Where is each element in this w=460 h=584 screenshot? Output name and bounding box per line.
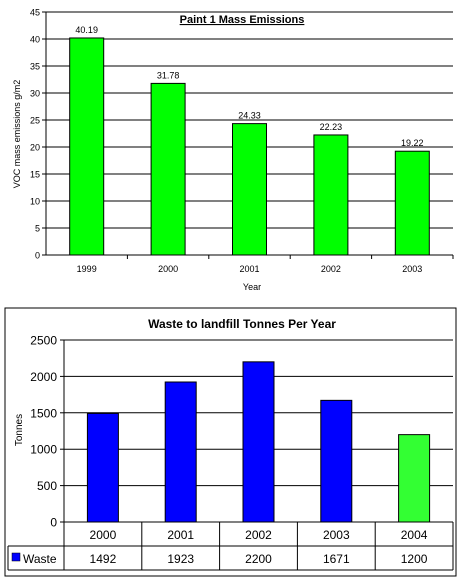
emissions-title: Paint 1 Mass Emissions — [180, 14, 305, 26]
waste-bar — [398, 434, 431, 523]
waste-table-value: 1200 — [401, 552, 428, 566]
emissions-data-label: 24.33 — [238, 111, 261, 121]
waste-y-tick-label: 2500 — [30, 334, 57, 348]
emissions-y-tick-label: 15 — [30, 170, 40, 180]
emissions-y-ticks: 0 5 10 15 20 25 30 35 40 45 — [30, 8, 46, 261]
emissions-x-tick-label: 2002 — [321, 264, 341, 274]
waste-title: Waste to landfill Tonnes Per Year — [148, 317, 336, 331]
emissions-x-ticks: 1999 2000 2001 2002 2003 — [77, 255, 454, 274]
waste-bar — [86, 412, 119, 523]
emissions-x-axis-label: Year — [243, 282, 261, 292]
waste-table-value: 1671 — [323, 552, 350, 566]
waste-table-value: 1923 — [167, 552, 194, 566]
emissions-x-tick-label: 2003 — [402, 264, 422, 274]
waste-data-table: 2000 1492 2001 1923 2002 2200 2003 1671 2004 1200… — [7, 522, 454, 571]
emissions-y-tick-label: 0 — [35, 251, 40, 261]
waste-table-value: 1492 — [90, 552, 117, 566]
waste-legend-swatch — [11, 552, 21, 562]
emissions-bars: 40.19 31.78 24.33 22.23 19.22 — [69, 25, 430, 256]
waste-y-ticks: 0 500 1000 1500 2000 2500 — [30, 334, 64, 530]
waste-bar — [164, 381, 197, 523]
emissions-bar — [313, 134, 349, 256]
emissions-chart: 40.19 31.78 24.33 22.23 19.22 0 5 10 15 20 25 30 35… — [12, 8, 454, 292]
waste-chart: Waste to landfill Tonnes Per Year Tonnes… — [4, 307, 457, 577]
emissions-data-label: 22.23 — [320, 122, 343, 132]
waste-table-value: 2200 — [245, 552, 272, 566]
emissions-x-tick-label: 2001 — [239, 264, 259, 274]
waste-y-tick-label: 1000 — [30, 443, 57, 457]
emissions-y-tick-label: 20 — [30, 143, 40, 153]
waste-y-tick-label: 2000 — [30, 370, 57, 384]
emissions-bar — [69, 37, 105, 256]
waste-x-tick-label: 2002 — [245, 528, 272, 542]
waste-x-tick-label: 2001 — [167, 528, 194, 542]
emissions-y-axis-label: VOC mass emissions g/m2 — [12, 80, 22, 189]
emissions-bar — [394, 150, 430, 256]
waste-bar — [242, 361, 275, 523]
emissions-bar — [150, 82, 186, 256]
emissions-y-tick-label: 35 — [30, 62, 40, 72]
waste-y-tick-label: 1500 — [30, 406, 57, 420]
emissions-bar — [232, 123, 267, 256]
waste-chart-frame — [4, 307, 457, 577]
waste-series-name: Waste — [23, 552, 57, 566]
emissions-y-tick-label: 30 — [30, 89, 40, 99]
waste-y-tick-label: 500 — [37, 479, 57, 493]
waste-x-tick-label: 2000 — [90, 528, 117, 542]
emissions-y-tick-label: 40 — [30, 35, 40, 45]
emissions-data-label: 40.19 — [75, 25, 98, 35]
waste-y-tick-label: 0 — [50, 516, 57, 530]
emissions-data-label: 31.78 — [157, 70, 180, 80]
waste-x-tick-label: 2003 — [323, 528, 350, 542]
waste-bar — [320, 399, 353, 523]
emissions-y-tick-label: 5 — [35, 224, 40, 234]
emissions-x-tick-label: 2000 — [158, 264, 178, 274]
emissions-data-label: 19.22 — [401, 138, 424, 148]
emissions-y-tick-label: 45 — [30, 8, 40, 18]
emissions-y-tick-label: 25 — [30, 116, 40, 126]
emissions-x-tick-label: 1999 — [77, 264, 97, 274]
waste-y-axis-label: Tonnes — [14, 414, 25, 446]
waste-x-tick-label: 2004 — [401, 528, 428, 542]
emissions-y-tick-label: 10 — [30, 197, 40, 207]
